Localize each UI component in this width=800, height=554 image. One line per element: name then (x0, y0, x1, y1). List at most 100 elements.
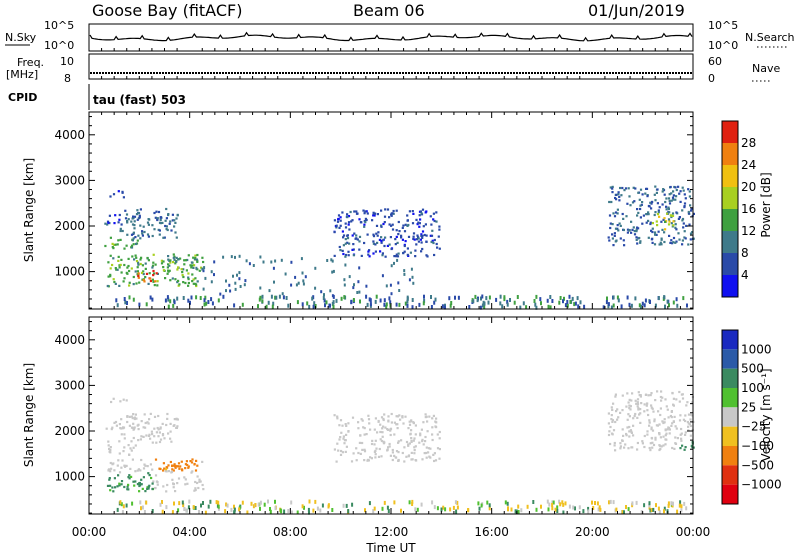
velocity-cell (424, 413, 427, 416)
velocity-cell (263, 502, 266, 507)
velocity-cell (127, 444, 130, 447)
velocity-cell (691, 446, 694, 449)
power-cell (176, 296, 179, 301)
velocity-cell (336, 415, 339, 418)
velocity-cell (344, 423, 347, 426)
velocity-cell (424, 416, 427, 419)
power-cell (333, 219, 336, 222)
power-cell (667, 206, 670, 209)
velocity-cell (347, 430, 350, 433)
power-cell (111, 263, 114, 267)
velocity-cell (105, 427, 108, 430)
velocity-cell (377, 419, 380, 423)
velocity-cell (390, 421, 393, 424)
power-cell (663, 217, 666, 220)
velocity-cell (363, 433, 366, 436)
power-colorbar-tick: 24 (741, 158, 756, 172)
power-cell (173, 300, 176, 305)
power-cell (201, 267, 204, 271)
power-cell (654, 233, 657, 236)
velocity-cell (650, 392, 653, 395)
power-cell (127, 218, 130, 221)
velocity-cell (151, 441, 154, 444)
power-cell (341, 211, 344, 214)
power-cell (344, 253, 348, 257)
power-cell (174, 221, 177, 224)
velocity-cell (480, 503, 483, 508)
power-cell (647, 213, 650, 216)
velocity-cell (384, 426, 387, 429)
power-cell (656, 202, 659, 205)
velocity-cell (370, 442, 374, 446)
velocity-cell (684, 446, 687, 449)
velocity-cell (269, 509, 272, 514)
power-cell (352, 254, 355, 257)
power-cell (118, 218, 121, 221)
power-cell (672, 241, 675, 244)
velocity-cell (558, 499, 561, 504)
velocity-cell (397, 451, 400, 454)
velocity-cell (345, 503, 348, 508)
power-cell (379, 298, 382, 303)
power-cell (348, 228, 351, 231)
velocity-colorbar-tick: 25 (741, 400, 756, 414)
power-cell (112, 257, 115, 260)
velocity-cell (133, 484, 136, 487)
power-cell (506, 302, 509, 307)
power-cell (120, 271, 123, 274)
power-cell (122, 196, 125, 199)
power-cell (149, 295, 152, 300)
velocity-cell (635, 500, 638, 505)
power-cell (136, 270, 139, 273)
power-cell (499, 294, 502, 299)
velocity-cell (107, 440, 110, 443)
power-cell (384, 255, 387, 258)
power-cell (671, 196, 675, 199)
power-cell (181, 274, 184, 277)
velocity-cell (578, 505, 581, 510)
power-cell (400, 234, 403, 237)
velocity-cell (678, 503, 681, 508)
velocity-cell (173, 418, 176, 421)
power-cell (222, 255, 225, 259)
power-cell (641, 222, 644, 225)
velocity-cell (217, 506, 220, 511)
power-cell (352, 243, 355, 246)
power-cell (130, 267, 133, 270)
power-cell (397, 220, 400, 224)
velocity-cell (424, 435, 427, 439)
velocity-cell (382, 417, 385, 421)
power-cell (185, 269, 188, 272)
velocity-cell (187, 466, 190, 469)
velocity-cell (432, 453, 435, 456)
power-cell (668, 234, 671, 237)
velocity-cell (162, 469, 165, 472)
velocity-cell (625, 405, 628, 408)
power-cell (641, 193, 644, 196)
velocity-cell (159, 502, 162, 507)
power-cell (272, 266, 275, 270)
power-cell (395, 253, 398, 257)
velocity-cell (616, 408, 619, 411)
velocity-cell (174, 466, 177, 469)
power-cell (640, 203, 643, 206)
velocity-colorbar-swatch (722, 349, 738, 369)
power-cell (323, 298, 326, 303)
power-cell (232, 274, 234, 278)
power-colorbar-tick: 28 (741, 136, 756, 150)
velocity-colorbar-tick: 1000 (741, 342, 772, 356)
power-cell (417, 221, 420, 224)
velocity-cell (123, 464, 126, 467)
velocity-cell (395, 423, 398, 426)
velocity-cell (429, 447, 432, 450)
nave-right-tick-top: 60 (708, 55, 722, 68)
velocity-cell (649, 449, 652, 452)
power-cell (657, 230, 660, 233)
velocity-cell (393, 454, 396, 457)
power-cell (344, 222, 347, 225)
power-cell (149, 279, 152, 283)
power-cell (344, 255, 347, 258)
velocity-colorbar-tick: −1000 (741, 478, 782, 492)
velocity-cell (639, 421, 642, 424)
